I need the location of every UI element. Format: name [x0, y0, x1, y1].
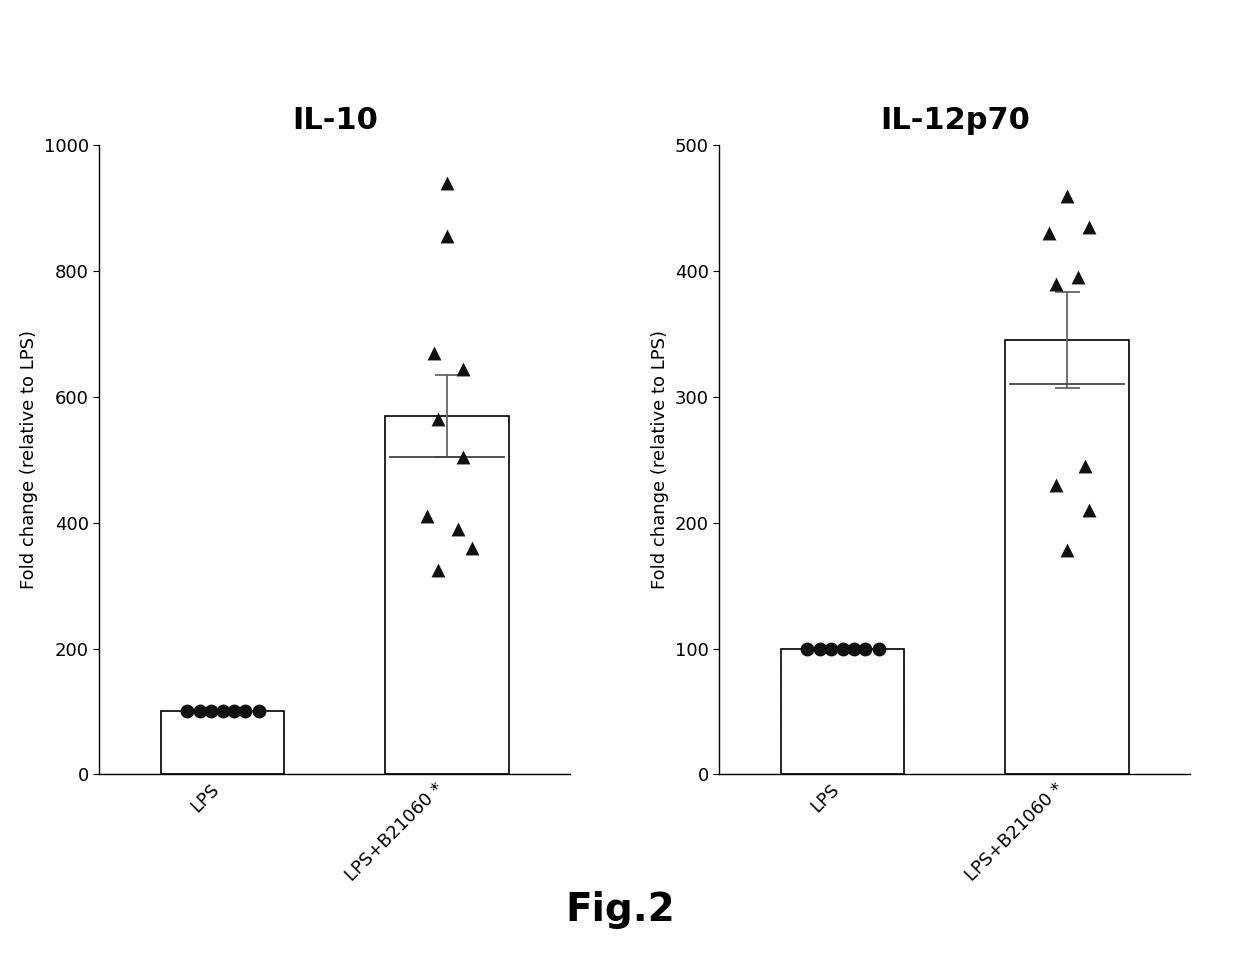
Point — [436, 228, 456, 244]
Point — [1056, 543, 1076, 559]
Point — [461, 540, 481, 556]
Point — [844, 641, 864, 656]
Point — [428, 411, 448, 427]
Point — [417, 508, 436, 524]
Title: IL-10: IL-10 — [291, 106, 378, 135]
Bar — [781, 649, 904, 774]
Point — [436, 175, 456, 191]
Point — [1080, 502, 1100, 518]
Point — [1069, 269, 1089, 285]
Point — [453, 361, 472, 377]
Point — [453, 449, 472, 465]
Point — [1056, 188, 1076, 203]
Y-axis label: Fold change (relative to LPS): Fold change (relative to LPS) — [20, 330, 38, 590]
Bar — [1006, 340, 1128, 774]
Point — [868, 641, 888, 656]
Text: Fig.2: Fig.2 — [565, 891, 675, 929]
Point — [821, 641, 841, 656]
Point — [1045, 276, 1065, 291]
Point — [190, 704, 210, 719]
Point — [1039, 226, 1059, 241]
Point — [236, 704, 255, 719]
Point — [449, 521, 469, 536]
Bar — [161, 711, 284, 774]
Point — [224, 704, 244, 719]
Point — [248, 704, 268, 719]
Point — [424, 345, 444, 360]
Point — [1075, 458, 1095, 473]
Bar — [386, 415, 508, 774]
Point — [1045, 477, 1065, 493]
Point — [201, 704, 221, 719]
Point — [833, 641, 853, 656]
Point — [810, 641, 830, 656]
Point — [1080, 219, 1100, 234]
Point — [428, 562, 448, 578]
Title: IL-12p70: IL-12p70 — [880, 106, 1029, 135]
Point — [177, 704, 197, 719]
Y-axis label: Fold change (relative to LPS): Fold change (relative to LPS) — [651, 330, 670, 590]
Point — [213, 704, 233, 719]
Point — [856, 641, 875, 656]
Point — [797, 641, 817, 656]
